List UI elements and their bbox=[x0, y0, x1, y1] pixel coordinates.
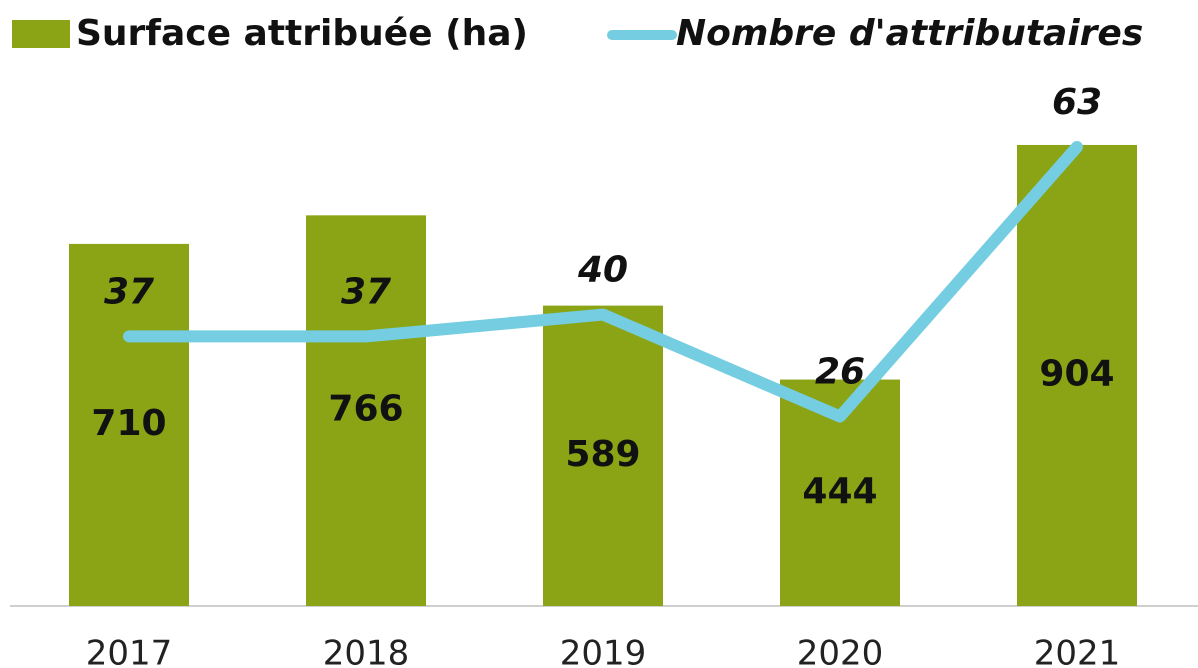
x-tick-label: 2021 bbox=[1034, 634, 1121, 668]
bar bbox=[306, 215, 426, 606]
line bbox=[123, 141, 1083, 423]
bar-value-label: 766 bbox=[328, 389, 403, 430]
line-value-label: 37 bbox=[341, 271, 391, 312]
line-value-label: 63 bbox=[1052, 82, 1102, 123]
bar-value-label: 589 bbox=[565, 434, 640, 475]
bar bbox=[1017, 144, 1137, 606]
legend-swatch bbox=[12, 20, 70, 48]
bar-value-label: 710 bbox=[91, 403, 166, 444]
bar-value-label: 904 bbox=[1039, 353, 1114, 394]
x-tick-label: 2018 bbox=[323, 634, 410, 668]
bar bbox=[543, 305, 663, 606]
x-tick-label: 2020 bbox=[797, 634, 884, 668]
line-value-label: 40 bbox=[577, 250, 628, 291]
legend-label: Nombre d'attributaires bbox=[676, 13, 1143, 54]
legend-label: Surface attribuée (ha) bbox=[76, 13, 528, 54]
x-tick-label: 2017 bbox=[86, 634, 173, 668]
line-value-label: 26 bbox=[815, 352, 865, 393]
x-tick-label: 2019 bbox=[560, 634, 647, 668]
bar bbox=[69, 243, 189, 606]
bar-value-label: 444 bbox=[802, 471, 877, 512]
line-value-label: 37 bbox=[104, 271, 154, 312]
